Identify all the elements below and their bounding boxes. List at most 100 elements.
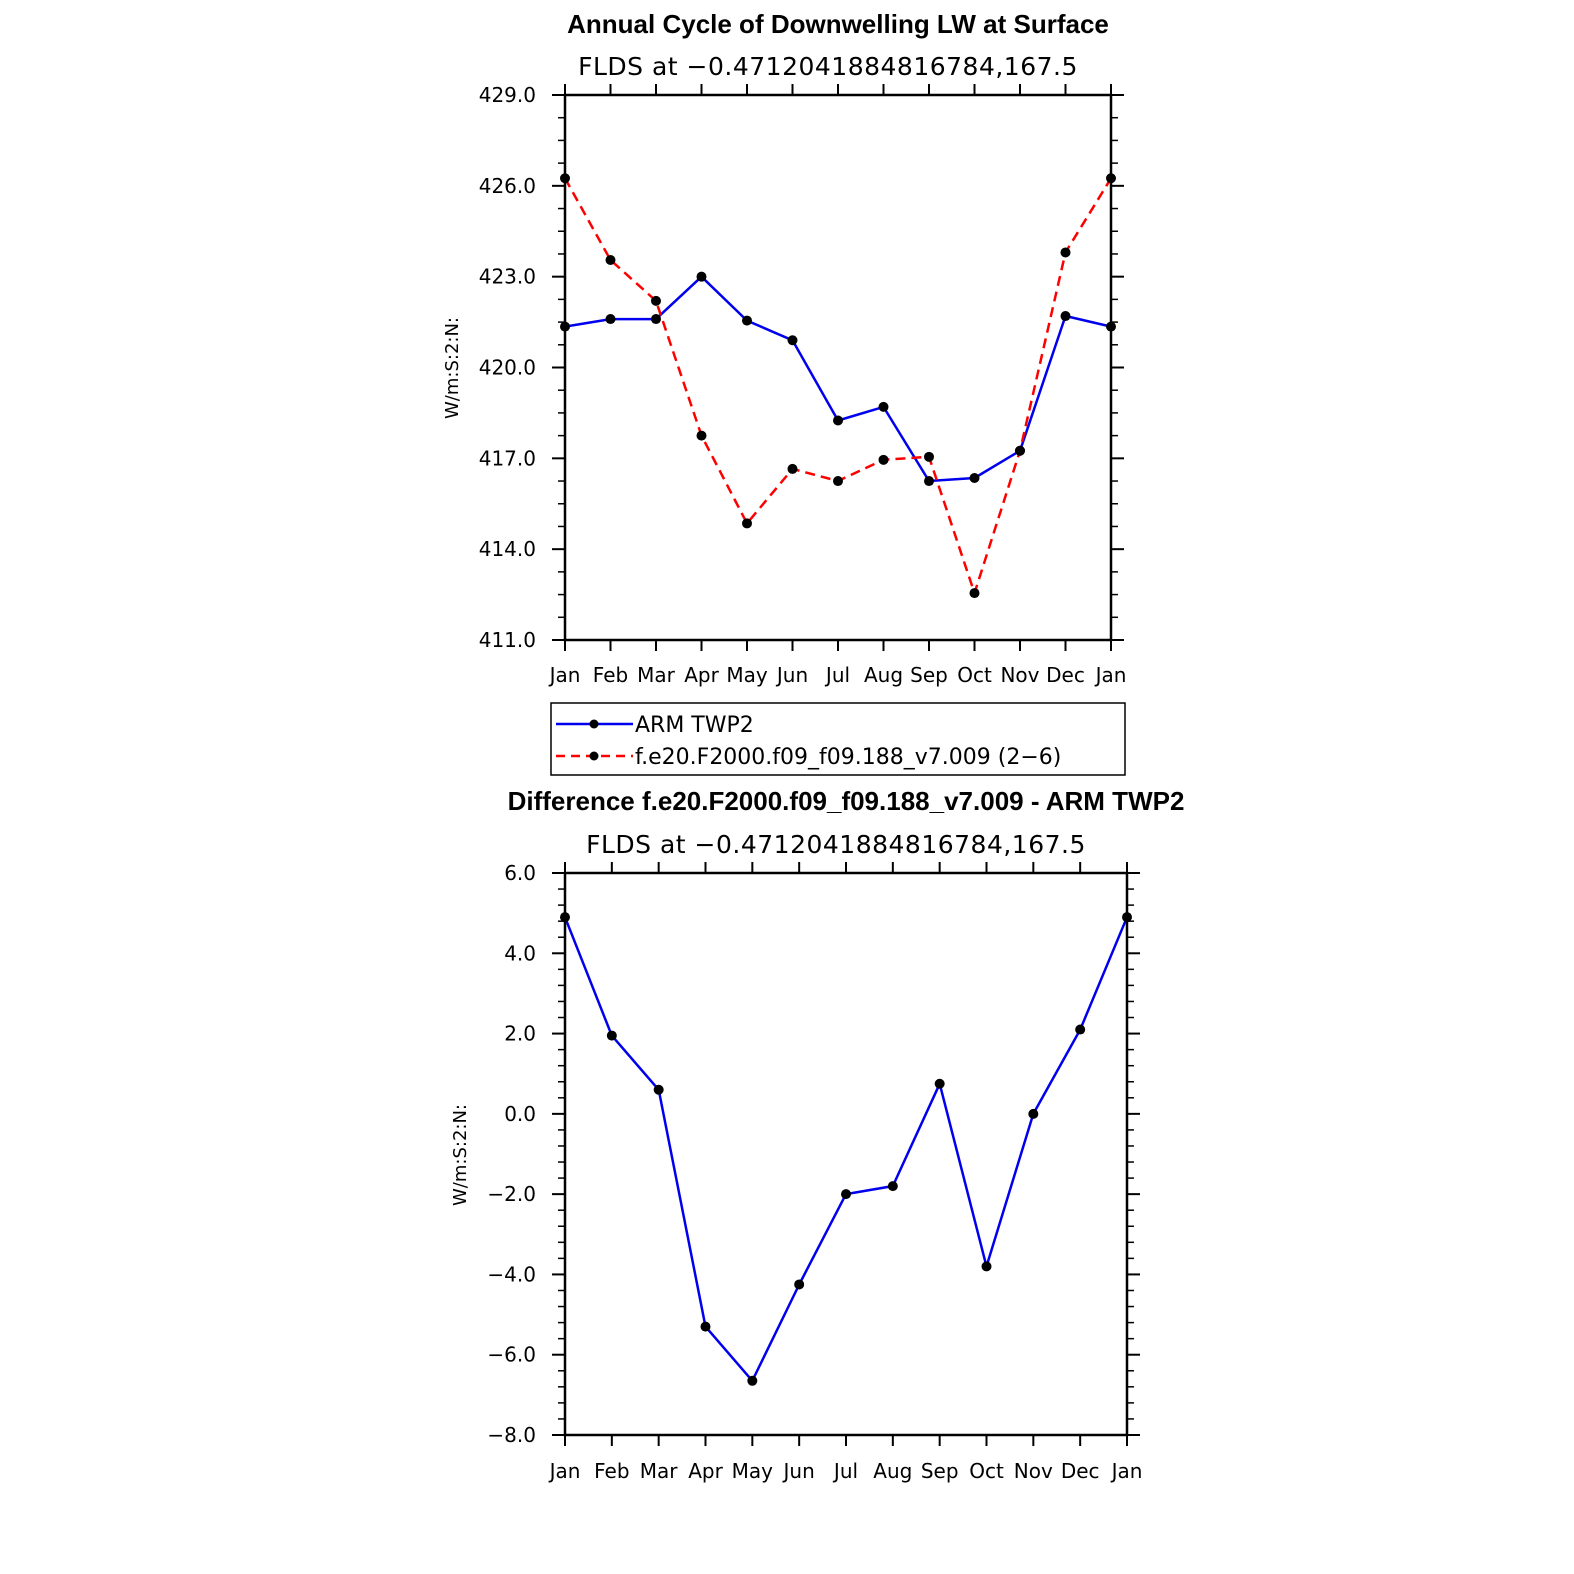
x-tick-label: Apr <box>688 1459 723 1483</box>
legend-item-arm-twp2: ARM TWP2 <box>556 713 754 738</box>
tick-group <box>552 84 1124 651</box>
x-tick-label: May <box>732 1459 774 1483</box>
plot-frame <box>563 871 1129 1437</box>
legend-box <box>550 702 1126 776</box>
data-point <box>1075 1024 1086 1035</box>
data-point <box>878 401 889 412</box>
x-tick-label: Feb <box>593 663 628 687</box>
y-axis-title: W/m:S:2:N: <box>450 1104 471 1206</box>
data-point <box>605 255 616 266</box>
x-tick-label: Mar <box>637 663 676 687</box>
data-point <box>696 430 707 441</box>
tick-label-group: Jan Feb Mar Apr May Jun Jul Aug Sep Oct Nov Dec Jan 4… <box>479 83 1127 687</box>
data-point <box>742 518 752 529</box>
series-line-0 <box>564 275 1112 483</box>
x-tick-label: Nov <box>1000 663 1039 687</box>
data-point <box>969 588 980 599</box>
x-tick-label: Sep <box>910 663 948 687</box>
x-tick-label: Oct <box>969 1459 1004 1483</box>
data-point <box>1060 247 1071 258</box>
chart-title: Difference f.e20.F2000.f09_f09.188_v7.00… <box>508 786 1185 816</box>
y-tick-label: −2.0 <box>487 1182 536 1206</box>
y-tick-label: 429.0 <box>479 83 536 107</box>
legend-marker-model <box>589 751 599 761</box>
y-tick-label: 414.0 <box>479 537 536 561</box>
x-tick-label: May <box>726 663 768 687</box>
y-tick-label: 423.0 <box>479 265 536 289</box>
x-tick-label: Jul <box>824 663 850 687</box>
x-tick-label: Nov <box>1014 1459 1053 1483</box>
legend-item-model: f.e20.F2000.f09_f09.188_v7.009 (2−6) <box>556 745 1061 770</box>
marker-layer <box>560 173 1116 599</box>
data-point <box>653 1084 664 1095</box>
y-tick-label: 417.0 <box>479 446 536 470</box>
x-tick-label: Dec <box>1046 663 1085 687</box>
chart-title: Annual Cycle of Downwelling LW at Surfac… <box>567 9 1109 39</box>
x-tick-label: Jan <box>548 663 581 687</box>
data-point <box>742 315 752 326</box>
x-tick-label: Jun <box>782 1459 815 1483</box>
data-point <box>934 1078 945 1089</box>
y-tick-label: 6.0 <box>504 861 536 885</box>
chart-subtitle: FLDS at −0.4712041884816784,167.5 <box>586 830 1086 859</box>
x-tick-label: Feb <box>594 1459 629 1483</box>
data-point <box>605 314 616 325</box>
data-point <box>696 271 707 282</box>
chart-subtitle: FLDS at −0.4712041884816784,167.5 <box>578 52 1078 81</box>
x-tick-label: Jan <box>1094 663 1127 687</box>
series-line-1 <box>563 177 1113 595</box>
x-tick-label: Jul <box>832 1459 858 1483</box>
series-layer <box>563 177 1113 595</box>
series-layer <box>563 916 1129 1383</box>
y-tick-label: 426.0 <box>479 174 536 198</box>
y-tick-label: 2.0 <box>504 1022 536 1046</box>
data-point <box>1028 1108 1039 1119</box>
y-tick-label: 4.0 <box>504 941 536 965</box>
x-tick-label: Jan <box>548 1459 581 1483</box>
y-tick-label: 420.0 <box>479 356 536 380</box>
data-point <box>700 1321 711 1332</box>
legend-label-model: f.e20.F2000.f09_f09.188_v7.009 (2−6) <box>635 745 1061 770</box>
legend: ARM TWP2 f.e20.F2000.f09_f09.188_v7.009 … <box>550 702 1126 776</box>
data-point <box>651 295 661 306</box>
y-tick-label: 0.0 <box>504 1102 536 1126</box>
y-tick-label: 411.0 <box>479 628 536 652</box>
series-line-0 <box>563 916 1129 1383</box>
data-point <box>833 476 843 487</box>
x-tick-label: Sep <box>921 1459 959 1483</box>
data-point <box>924 476 934 487</box>
data-point <box>1060 311 1071 322</box>
legend-marker-arm-twp2 <box>589 719 599 729</box>
x-tick-label: Dec <box>1061 1459 1100 1483</box>
x-tick-label: Jan <box>1110 1459 1143 1483</box>
x-tick-label: Oct <box>957 663 992 687</box>
data-point <box>878 454 889 465</box>
x-tick-label: Aug <box>864 663 903 687</box>
data-point <box>887 1181 898 1192</box>
data-point <box>833 415 843 426</box>
data-point <box>981 1261 992 1272</box>
data-point <box>841 1189 851 1200</box>
data-point <box>924 451 934 462</box>
plot-frame <box>563 93 1113 642</box>
x-tick-label: Jun <box>775 663 808 687</box>
data-point <box>787 463 798 474</box>
tick-group <box>552 862 1140 1446</box>
y-tick-label: −6.0 <box>487 1343 536 1367</box>
x-tick-label: Aug <box>873 1459 912 1483</box>
data-point <box>1015 445 1025 456</box>
tick-label-group: Jan Feb Mar Apr May Jun Jul Aug Sep Oct Nov Dec Jan−… <box>487 861 1142 1483</box>
data-point <box>794 1279 805 1290</box>
annual-cycle-panel: Annual Cycle of Downwelling LW at Surfac… <box>442 9 1127 776</box>
x-tick-label: Mar <box>640 1459 679 1483</box>
y-axis-title: W/m:S:2:N: <box>442 317 463 419</box>
legend-label-arm-twp2: ARM TWP2 <box>635 713 754 738</box>
y-tick-label: −8.0 <box>487 1423 536 1447</box>
difference-panel: Difference f.e20.F2000.f09_f09.188_v7.00… <box>450 786 1184 1483</box>
data-point <box>787 335 798 346</box>
y-tick-label: −4.0 <box>487 1262 536 1286</box>
x-tick-label: Apr <box>684 663 719 687</box>
data-point <box>747 1375 758 1386</box>
data-point <box>651 314 661 325</box>
